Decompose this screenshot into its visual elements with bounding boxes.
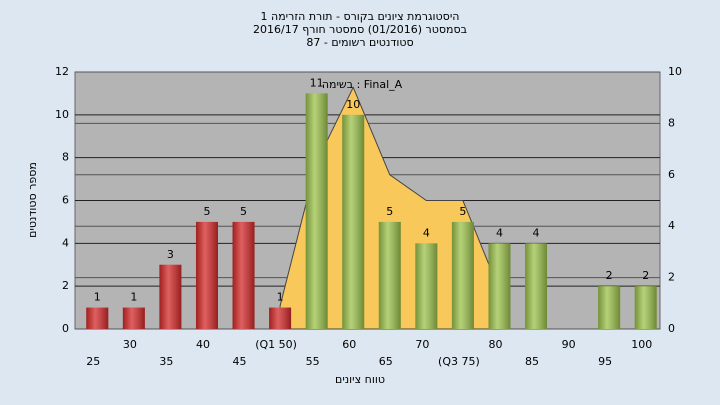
x-tick-label: 60 <box>342 338 356 351</box>
y-tick-label: 6 <box>62 194 69 207</box>
x-tick-label: 65 <box>379 355 393 368</box>
bar-shade <box>232 221 255 329</box>
x-tick-label: 70 <box>415 338 429 351</box>
value-label: 4 <box>533 226 540 239</box>
y-tick-label: 10 <box>55 108 69 121</box>
bar-shade <box>342 114 365 329</box>
y-tick-label: 2 <box>62 279 69 292</box>
value-label: 2 <box>642 269 649 282</box>
y-tick-label: 8 <box>62 151 69 164</box>
x-tick-label: 40 <box>196 338 210 351</box>
value-label: 4 <box>423 226 430 239</box>
value-label: 1 <box>277 291 284 304</box>
x-axis-label: טווח ציונים <box>335 373 385 386</box>
bar-shade <box>269 307 292 329</box>
y2-tick-label: 2 <box>668 271 675 284</box>
y-tick-label: 0 <box>62 322 69 335</box>
bar-shade <box>305 93 328 330</box>
bar-shade <box>415 243 438 329</box>
y-tick-label: 4 <box>62 236 69 249</box>
x-tick-label: 95 <box>598 355 612 368</box>
annotation: Final_A : בשימה <box>322 78 403 91</box>
y-tick-label: 12 <box>55 65 69 78</box>
bar-shade <box>86 307 109 329</box>
bar-shade <box>159 264 182 329</box>
y-axis-label: מספר סטודנטים <box>26 162 39 238</box>
x-tick-label: (Q1 50) <box>255 338 297 351</box>
value-label: 11 <box>310 76 324 89</box>
bar-shade <box>525 243 548 329</box>
x-tick-label: 30 <box>123 338 137 351</box>
title-line: בסמסטר (01/2016) סמסטר חורף 2016/17 <box>253 23 467 36</box>
value-label: 4 <box>496 226 503 239</box>
value-label: 1 <box>94 291 101 304</box>
bar-shade <box>378 221 401 329</box>
bar-shade <box>451 221 474 329</box>
x-tick-label: 35 <box>159 355 173 368</box>
value-label: 3 <box>167 248 174 261</box>
value-label: 5 <box>386 205 393 218</box>
bar-shade <box>195 221 218 329</box>
x-tick-label: (Q3 75) <box>438 355 480 368</box>
x-tick-label: 85 <box>525 355 539 368</box>
value-label: 5 <box>240 205 247 218</box>
value-label: 10 <box>346 98 360 111</box>
x-tick-label: 90 <box>562 338 576 351</box>
bar-shade <box>634 286 657 329</box>
y2-tick-label: 8 <box>668 116 675 129</box>
y2-tick-label: 6 <box>668 168 675 181</box>
y2-tick-label: 4 <box>668 219 675 232</box>
title-line: היסטוגרמת ציונים בקורס - תורת הזרימה 1 <box>261 10 460 23</box>
bar-shade <box>488 243 511 329</box>
x-tick-label: 100 <box>631 338 652 351</box>
x-tick-label: 80 <box>488 338 502 351</box>
x-tick-label: 25 <box>86 355 100 368</box>
value-label: 2 <box>606 269 613 282</box>
value-label: 1 <box>130 291 137 304</box>
y2-tick-label: 0 <box>668 322 675 335</box>
x-tick-label: 45 <box>233 355 247 368</box>
value-label: 5 <box>459 205 466 218</box>
x-tick-label: 55 <box>306 355 320 368</box>
y2-tick-label: 10 <box>668 65 682 78</box>
bar-shade <box>122 307 145 329</box>
bar-shade <box>598 286 621 329</box>
value-label: 5 <box>203 205 210 218</box>
title-line: סטודנטים רשומים - 87 <box>306 36 413 49</box>
